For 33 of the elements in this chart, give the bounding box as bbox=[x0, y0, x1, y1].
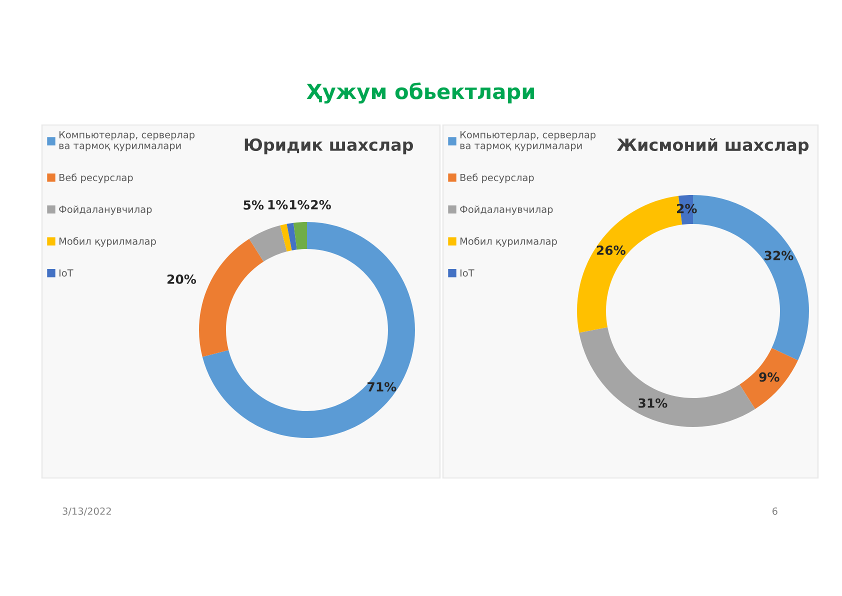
donut-slice bbox=[280, 224, 292, 252]
text: 6 bbox=[772, 507, 778, 515]
data-label: 26% bbox=[596, 246, 626, 255]
legend-label: Мобил қурилмалар bbox=[59, 237, 156, 247]
legend-label: IoT bbox=[460, 269, 474, 277]
donut-slice bbox=[249, 225, 287, 262]
donut-slice bbox=[202, 222, 415, 438]
donut-slice bbox=[199, 238, 264, 357]
text: 3/13/2022 bbox=[62, 507, 111, 516]
donut-slice bbox=[293, 222, 307, 250]
chart-title: Юридик шахслар bbox=[244, 138, 414, 154]
data-label: 20% bbox=[168, 274, 196, 284]
legend-label: Фойдаланувчилар bbox=[59, 205, 152, 215]
data-label: 71% bbox=[368, 382, 396, 392]
chart-title: Жисмоний шахслар bbox=[616, 138, 809, 154]
data-label: 5% bbox=[244, 200, 264, 210]
legend-label: Компьютерлар, серверлар ва тармоқ қурилмалари bbox=[460, 131, 596, 152]
legend-label: IoT bbox=[59, 269, 74, 277]
donut-slice bbox=[740, 348, 798, 409]
data-label: 2% bbox=[311, 200, 331, 210]
data-label: 32% bbox=[764, 250, 794, 260]
legend-label: Фойдаланувчилар bbox=[460, 205, 553, 215]
legend-label: Мобил қурилмалар bbox=[460, 237, 557, 247]
legend-label: Компьютерлар, серверлар ва тармоқ қурилмалари bbox=[59, 131, 195, 152]
text: Ҳужум обьектлари bbox=[306, 82, 534, 104]
data-label: 9% bbox=[759, 372, 780, 382]
data-label: 1% bbox=[290, 200, 310, 210]
legend-label: Веб ресурслар bbox=[59, 173, 133, 184]
legend-label: Веб ресурслар bbox=[460, 173, 534, 184]
data-label: 31% bbox=[638, 398, 668, 408]
data-label: 1% bbox=[268, 200, 288, 210]
donut-slice bbox=[579, 327, 756, 427]
donut-slice bbox=[286, 222, 297, 250]
